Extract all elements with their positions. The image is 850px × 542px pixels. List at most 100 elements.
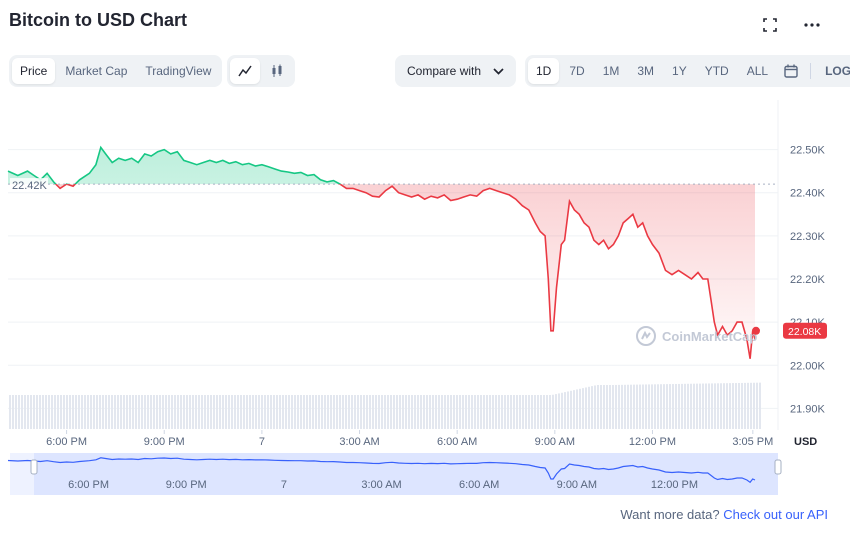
volume-bar xyxy=(570,390,572,429)
volume-bar xyxy=(153,395,155,429)
volume-bar xyxy=(54,395,56,429)
volume-bar xyxy=(642,384,644,429)
volume-bar xyxy=(441,395,443,429)
volume-bar xyxy=(312,395,314,429)
volume-bar xyxy=(279,395,281,429)
volume-bar xyxy=(84,395,86,429)
volume-bar xyxy=(660,384,662,429)
volume-bar xyxy=(159,395,161,429)
volume-bar xyxy=(372,395,374,429)
volume-bar xyxy=(561,392,563,429)
volume-bar xyxy=(423,395,425,429)
x-tick-label: 3:00 AM xyxy=(339,436,379,448)
volume-bar xyxy=(585,387,587,429)
volume-bar xyxy=(324,395,326,429)
tab-market-cap[interactable]: Market Cap xyxy=(65,64,128,78)
watermark: CoinMarketCap xyxy=(636,326,757,346)
tab-tradingview[interactable]: TradingView xyxy=(145,64,212,78)
more-icon[interactable] xyxy=(801,14,823,36)
fullscreen-icon[interactable] xyxy=(759,14,781,36)
volume-bar xyxy=(468,395,470,429)
range-separator xyxy=(810,63,812,79)
current-price-dot xyxy=(752,326,760,335)
volume-bar xyxy=(708,383,710,429)
volume-bar xyxy=(624,384,626,429)
volume-bar xyxy=(57,395,59,429)
volume-bar xyxy=(594,385,596,429)
volume-bar xyxy=(573,390,575,429)
range-7d[interactable]: 7D xyxy=(569,64,585,78)
chart-style-toggle xyxy=(227,55,295,87)
volume-bar xyxy=(360,395,362,429)
currency-label: USD xyxy=(794,436,817,448)
api-link[interactable]: Check out our API xyxy=(723,507,828,522)
volume-bar xyxy=(654,384,656,429)
volume-bar xyxy=(291,395,293,429)
volume-bar xyxy=(27,395,29,429)
volume-bar xyxy=(498,395,500,429)
candlestick-icon[interactable] xyxy=(262,58,292,84)
volume-bar xyxy=(183,395,185,429)
x-tick-label: 9:00 AM xyxy=(535,436,575,448)
line-chart-icon[interactable] xyxy=(230,58,260,84)
y-tick-label: 22.50K xyxy=(790,145,826,157)
volume-bar xyxy=(420,395,422,429)
volume-bar xyxy=(525,395,527,429)
volume-bar xyxy=(399,395,401,429)
volume-bar xyxy=(489,395,491,429)
range-all[interactable]: ALL xyxy=(746,64,769,78)
volume-bar xyxy=(756,382,758,429)
volume-bar xyxy=(135,395,137,429)
range-3m[interactable]: 3M xyxy=(637,64,655,78)
navigator-handle-right[interactable] xyxy=(774,459,782,475)
navigator-tick-label: 7 xyxy=(281,479,287,491)
volume-bar xyxy=(75,395,77,429)
volume-bar xyxy=(219,395,221,429)
volume-bar xyxy=(132,395,134,429)
range-ytd[interactable]: YTD xyxy=(704,64,729,78)
volume-bar xyxy=(720,383,722,429)
volume-bar xyxy=(327,395,329,429)
volume-bar xyxy=(192,395,194,429)
volume-bar xyxy=(120,395,122,429)
volume-bar xyxy=(711,383,713,429)
volume-bar xyxy=(12,395,14,429)
navigator[interactable]: 6:00 PM 9:00 PM 7 3:00 AM 6:00 AM 9:00 AM 12:0… xyxy=(7,453,782,495)
volume-bar xyxy=(567,391,569,429)
range-1y[interactable]: 1Y xyxy=(672,64,687,78)
volume-bar xyxy=(72,395,74,429)
volume-bar xyxy=(393,395,395,429)
compare-dropdown[interactable]: Compare with xyxy=(395,55,516,87)
volume-bar xyxy=(339,395,341,429)
volume-bar xyxy=(705,383,707,429)
volume-bar xyxy=(459,395,461,429)
price-chart[interactable]: CoinMarketCap 22.50K 22.40K 22.30K 22.20K 22… xyxy=(0,100,850,500)
volume-bar xyxy=(408,395,410,429)
y-tick-label: 22.00K xyxy=(790,360,826,372)
calendar-icon[interactable] xyxy=(778,58,804,84)
tab-price[interactable]: Price xyxy=(12,58,56,84)
volume-bar xyxy=(732,383,734,429)
volume-bar xyxy=(216,395,218,429)
volume-bar xyxy=(597,385,599,429)
volume-bar xyxy=(171,395,173,429)
volume-bar xyxy=(453,395,455,429)
navigator-handle-left[interactable] xyxy=(30,459,38,475)
volume-bar xyxy=(99,395,101,429)
volume-bar xyxy=(609,385,611,429)
volume-bar xyxy=(207,395,209,429)
volume-bar xyxy=(66,395,68,429)
volume-bar xyxy=(30,395,32,429)
volume-bar xyxy=(177,395,179,429)
volume-bar xyxy=(702,383,704,429)
navigator-tick-label: 9:00 AM xyxy=(557,479,597,491)
volume-bar xyxy=(240,395,242,429)
navigator-tick-label: 6:00 PM xyxy=(68,479,109,491)
volume-bar xyxy=(582,388,584,429)
volume-bar xyxy=(93,395,95,429)
volume-bar xyxy=(15,395,17,429)
volume-bar xyxy=(438,395,440,429)
range-1m[interactable]: 1M xyxy=(602,64,620,78)
range-1d[interactable]: 1D xyxy=(528,58,560,84)
log-scale-toggle[interactable]: LOG xyxy=(825,64,850,78)
